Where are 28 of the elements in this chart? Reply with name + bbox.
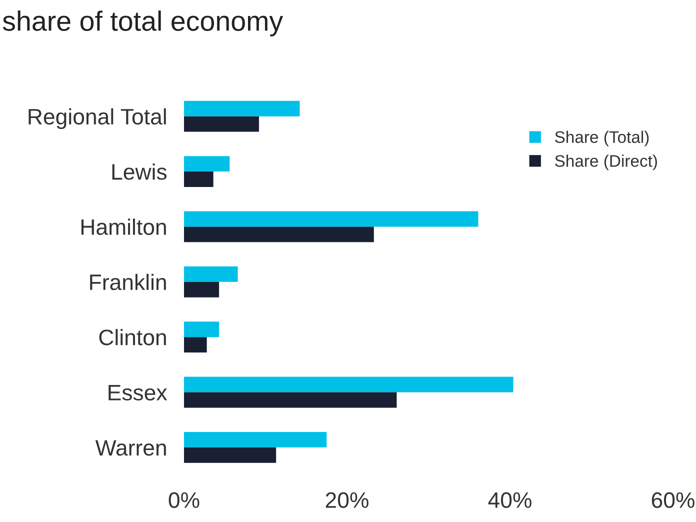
legend-label: Share (Direct) bbox=[555, 154, 657, 170]
bar bbox=[184, 266, 238, 282]
bar bbox=[184, 211, 478, 227]
bar bbox=[184, 226, 374, 242]
y-tick-label: Regional Total bbox=[28, 108, 166, 129]
bar bbox=[184, 447, 276, 463]
bar bbox=[184, 432, 327, 448]
bar bbox=[184, 156, 230, 172]
y-tick-label: Essex bbox=[108, 385, 168, 401]
bar bbox=[184, 172, 214, 187]
y-tick-label: Hamilton bbox=[81, 218, 166, 235]
y-tick-label: Clinton bbox=[99, 329, 166, 346]
bar bbox=[184, 337, 207, 353]
chart-title: share of total economy bbox=[2, 10, 284, 36]
x-tick-label: 20% bbox=[326, 492, 368, 508]
y-tick-label: Warren bbox=[95, 440, 166, 456]
bar bbox=[184, 116, 259, 132]
bar bbox=[184, 282, 220, 298]
legend-label: Share (Total) bbox=[555, 130, 649, 146]
bar bbox=[184, 322, 220, 338]
bar bbox=[184, 100, 300, 116]
y-tick-label: Lewis bbox=[112, 163, 167, 180]
x-tick-label: 0% bbox=[168, 492, 200, 508]
x-tick-label: 60% bbox=[652, 492, 694, 508]
bar bbox=[184, 376, 514, 392]
x-tick-label: 40% bbox=[488, 492, 532, 508]
y-tick-label: Franklin bbox=[90, 274, 166, 290]
bar bbox=[184, 392, 397, 408]
